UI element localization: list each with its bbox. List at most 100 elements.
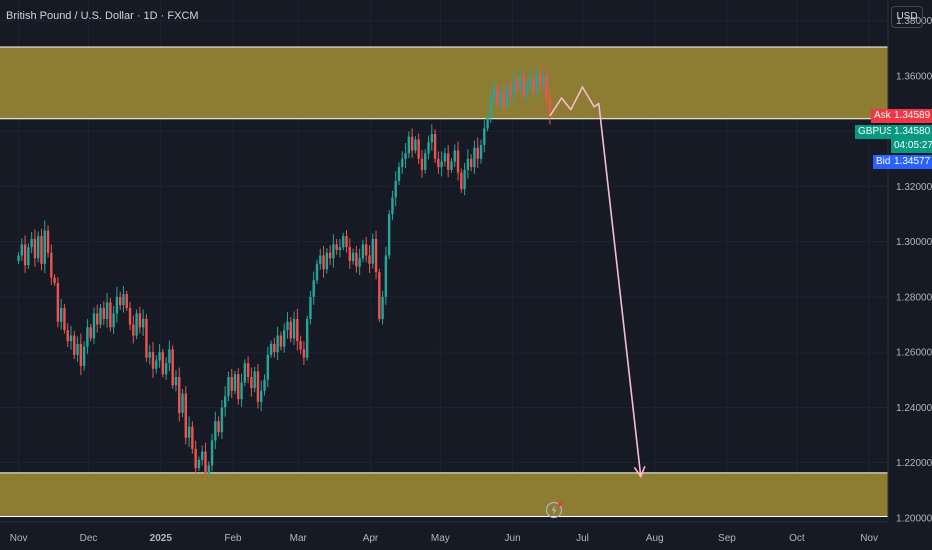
candle-body (164, 363, 168, 375)
candle-body (37, 236, 40, 259)
y-tick-label: 1.22000 (896, 458, 932, 469)
candle-body (361, 244, 365, 259)
candle-body (548, 98, 552, 116)
x-tick-label: 2025 (150, 533, 173, 544)
candle-body (73, 335, 76, 355)
candle-body (135, 313, 138, 336)
candle-body (460, 172, 463, 190)
candle-body (56, 283, 60, 322)
candle-body (187, 426, 191, 438)
candle-body (155, 360, 158, 369)
candle-body (276, 335, 279, 353)
candle-body (233, 374, 237, 391)
projection-arrowhead (633, 465, 646, 479)
candle-body (279, 335, 283, 347)
candle-body (355, 252, 358, 267)
candle-body (197, 459, 201, 469)
candle-body (368, 255, 371, 264)
candle-body (43, 230, 46, 264)
candle-body (450, 161, 453, 170)
zone-rect[interactable] (0, 472, 888, 517)
candle-body (201, 451, 204, 460)
candle-body (125, 294, 128, 308)
candle-body (119, 296, 122, 306)
candle-body (348, 247, 351, 261)
candle-body (476, 147, 479, 159)
candle-body (66, 330, 69, 342)
candle-body (115, 296, 119, 314)
candle-body (479, 145, 483, 159)
countdown-tag: 04:05:27 (891, 139, 932, 153)
candle-body (499, 92, 502, 104)
candle-body (256, 371, 260, 402)
candle-body (86, 327, 89, 347)
x-tick-label: Apr (363, 533, 379, 544)
candle-body (151, 352, 155, 369)
candle-body (289, 321, 292, 339)
candle-body (171, 349, 174, 386)
candle-body (109, 302, 112, 328)
currency-button[interactable]: USD (891, 6, 923, 28)
candle-body (128, 307, 132, 325)
candle-body (145, 319, 148, 358)
candle-body (105, 302, 109, 319)
candle-body (535, 73, 538, 93)
candle-body (210, 440, 214, 466)
candle-body (319, 255, 322, 264)
candle-body (328, 252, 332, 259)
candle-body (522, 75, 525, 96)
candle-body (394, 180, 397, 198)
lightning-icon[interactable] (544, 500, 564, 520)
candle-body (424, 153, 427, 170)
candle-body (59, 307, 63, 322)
x-tick-label: Sep (718, 533, 736, 544)
candle-body (486, 117, 489, 129)
candle-body (302, 349, 306, 358)
projection-path[interactable] (549, 86, 642, 477)
x-tick-label: Nov (860, 533, 878, 544)
symbol-title[interactable]: British Pound / U.S. Dollar · 1D · FXCM (6, 10, 199, 22)
candle-body (89, 327, 92, 339)
candle-body (515, 81, 519, 90)
x-tick-label: Nov (10, 533, 28, 544)
zone-layer (0, 46, 888, 517)
projection-layer (549, 86, 646, 479)
candle-body (374, 238, 378, 273)
candle-body (338, 247, 342, 250)
zone-rect[interactable] (0, 46, 888, 119)
candle-body (27, 247, 30, 266)
x-tick-label: Mar (290, 533, 308, 544)
candle-body (253, 371, 256, 389)
candle-body (387, 214, 391, 256)
candle-body (532, 78, 535, 93)
candle-body (410, 136, 414, 151)
candle-body (365, 244, 368, 256)
candle-body (220, 407, 224, 433)
last-price-tag: 1.34580 (891, 125, 932, 139)
candle-body (391, 197, 394, 215)
candle-body (191, 426, 194, 449)
candle-body (230, 377, 233, 391)
candle-body (342, 236, 345, 248)
candle-body (437, 158, 440, 168)
y-tick-label: 1.24000 (896, 403, 932, 414)
candle-body (407, 136, 411, 154)
candle-body (246, 363, 250, 377)
candle-body (263, 379, 266, 391)
candle-body (325, 252, 329, 270)
candle-body (519, 75, 522, 90)
bid-price-tag: 1.34577 (891, 155, 932, 169)
y-tick-label: 1.32000 (896, 182, 932, 193)
candle-body (414, 139, 417, 151)
candle-body (237, 374, 240, 400)
candle-body (178, 377, 181, 413)
price-axis[interactable]: 1.380001.360001.340001.320001.300001.280… (896, 16, 932, 524)
candle-body (443, 153, 447, 162)
time-axis[interactable]: Nov Dec 2025 Feb Mar Apr May Jun Jul Aug Sep Oct Nov (10, 533, 878, 544)
candle-body (545, 75, 548, 99)
candle-body (158, 352, 161, 361)
candle-body (351, 252, 355, 261)
x-tick-label: Dec (80, 533, 98, 544)
